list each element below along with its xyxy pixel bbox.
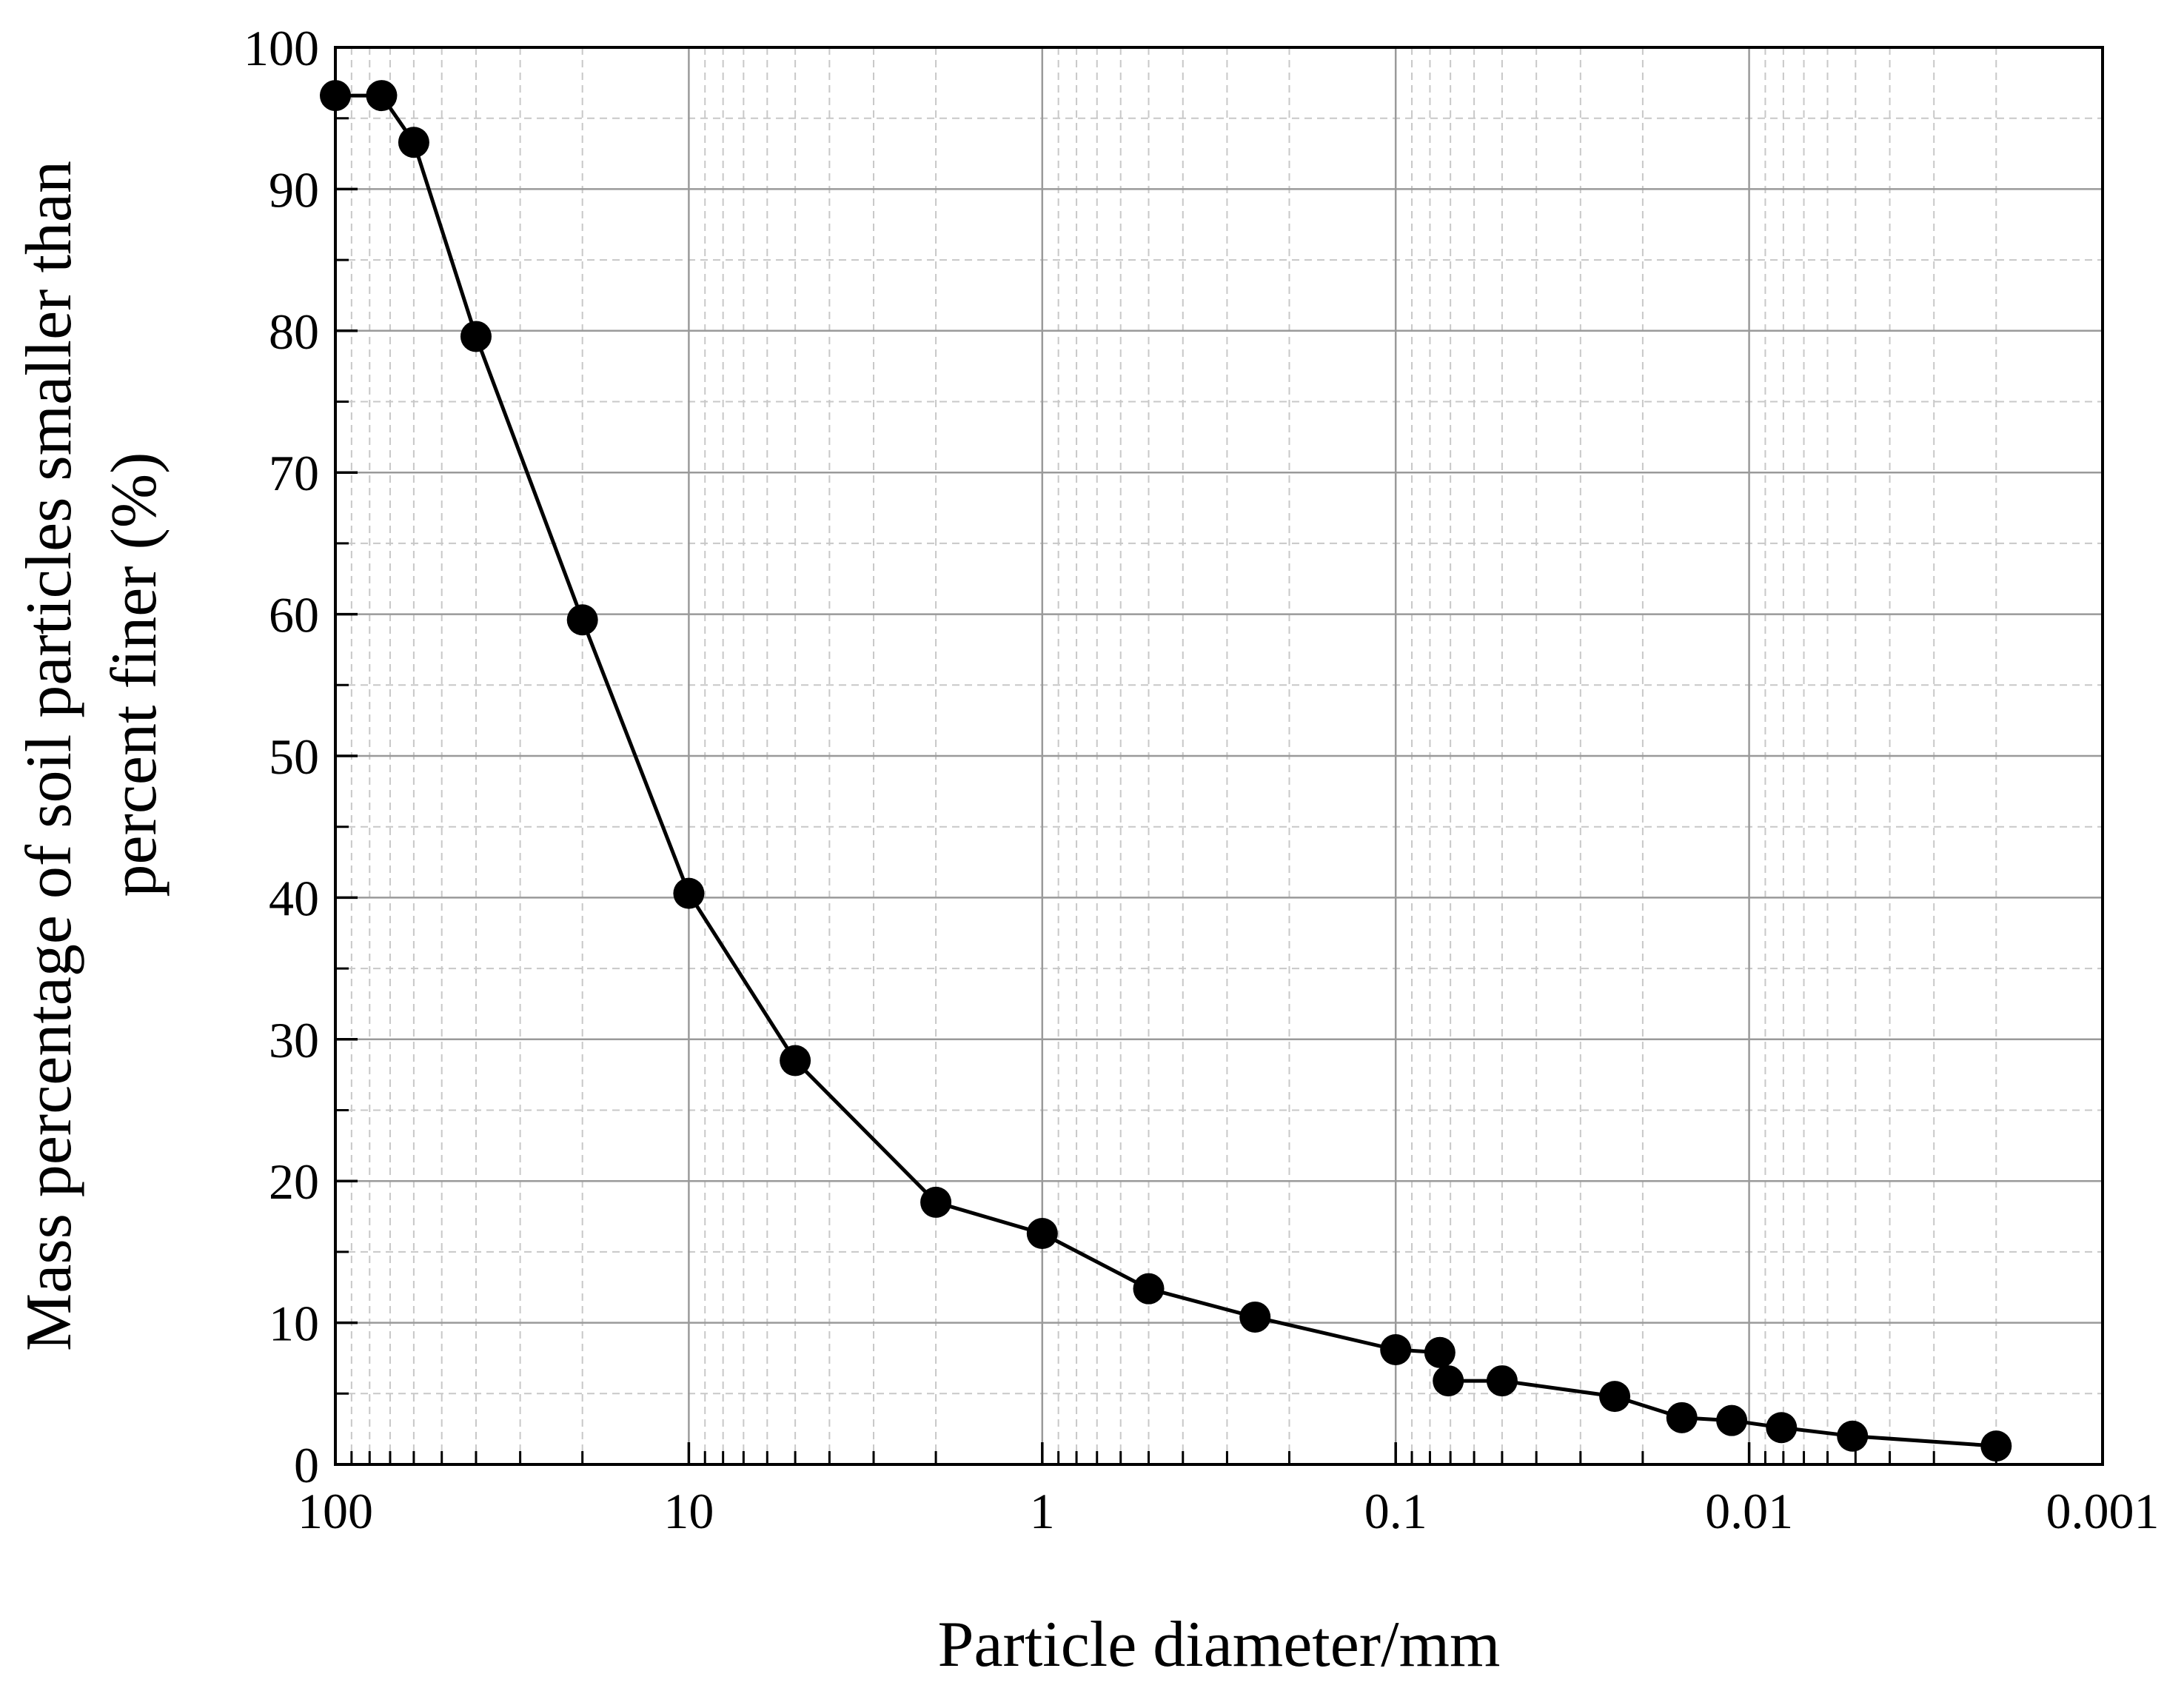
series-line [335, 93, 1997, 1448]
data-point [1433, 1365, 1464, 1397]
x-tick-label: 0.001 [2046, 1483, 2160, 1539]
x-tick-label: 100 [298, 1483, 373, 1539]
y-tick-labels: 0 10 20 30 40 50 60 70 80 90 100 [244, 20, 319, 1493]
data-point [780, 1045, 811, 1076]
y-tick-label: 10 [269, 1296, 319, 1352]
data-point [1133, 1273, 1165, 1305]
data-point [673, 877, 705, 909]
y-tick-label: 80 [269, 304, 319, 360]
data-point [398, 127, 429, 158]
data-point [320, 80, 351, 112]
data-point [1026, 1218, 1058, 1250]
data-point [1766, 1412, 1798, 1444]
y-tick-label: 30 [269, 1012, 319, 1068]
major-grid [335, 47, 2103, 1464]
data-point [566, 604, 598, 636]
x-tick-labels: 100 10 1 0.1 0.01 0.001 [298, 1483, 2160, 1539]
data-point [920, 1186, 952, 1218]
y-tick-label: 0 [294, 1437, 319, 1493]
y-tick-label: 20 [269, 1153, 319, 1210]
x-axis-title: Particle diameter/mm [938, 1609, 1501, 1681]
x-tick-label: 10 [663, 1483, 714, 1539]
data-point [1239, 1301, 1271, 1333]
x-tick-label: 1 [1030, 1483, 1055, 1539]
y-axis-title: Mass percentage of soil particles smalle… [13, 161, 170, 1351]
y-tick-label: 100 [244, 20, 319, 76]
data-point [1980, 1430, 2012, 1462]
data-point [460, 321, 492, 352]
y-tick-label: 70 [269, 445, 319, 501]
data-point [1716, 1404, 1748, 1436]
x-tick-label: 0.1 [1364, 1483, 1427, 1539]
y-tick-label: 60 [269, 587, 319, 643]
y-tick-label: 40 [269, 870, 319, 926]
plot-frame [334, 46, 2104, 1466]
y-axis-title-line-1: Mass percentage of soil particles smalle… [13, 161, 85, 1351]
data-point [1380, 1333, 1412, 1365]
data-point [1424, 1336, 1456, 1368]
data-point [1599, 1381, 1631, 1413]
data-point [366, 80, 398, 112]
x-tick-label: 0.01 [1705, 1483, 1793, 1539]
y-axis-title-line-2: percent finer (%) [98, 452, 170, 897]
data-point [1486, 1365, 1518, 1397]
series-layer [320, 80, 2012, 1462]
y-tick-label: 90 [269, 161, 319, 218]
data-point [1837, 1420, 1869, 1452]
y-tick-label: 50 [269, 729, 319, 785]
data-point [1666, 1402, 1698, 1433]
